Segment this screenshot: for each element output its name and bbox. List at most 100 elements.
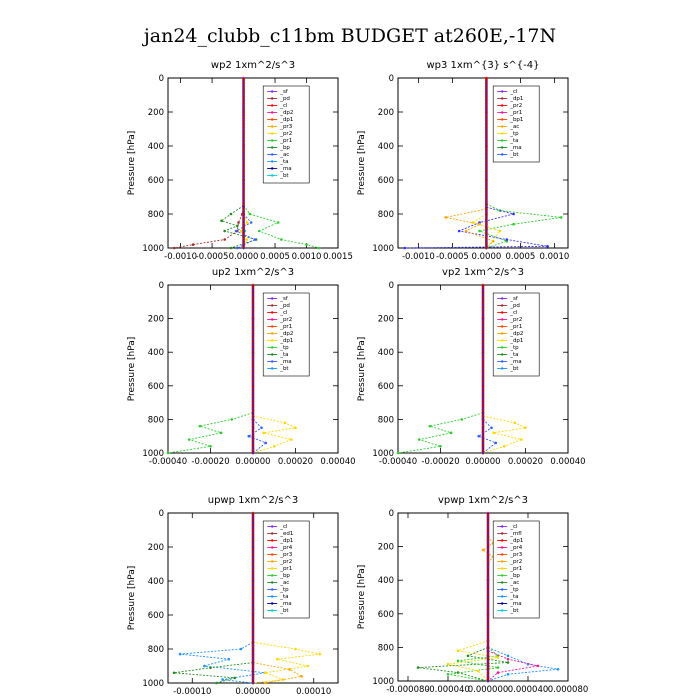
y-tick-label: 400: [148, 142, 164, 152]
profile-point: [486, 652, 490, 656]
profile-point: [251, 438, 255, 441]
profile-point: [251, 310, 255, 314]
data-point: [546, 245, 549, 248]
legend-marker: [271, 90, 274, 93]
profile-point: [242, 158, 245, 161]
profile-point: [251, 518, 255, 521]
data-point: [235, 246, 239, 250]
profile-point: [485, 240, 488, 243]
legend-marker: [501, 581, 504, 584]
legend-marker: [501, 104, 504, 107]
legend-label: _ma: [509, 359, 521, 365]
profile-point: [485, 134, 488, 137]
y-tick-label: 1000: [142, 244, 164, 254]
legend-label: _pd: [279, 96, 290, 102]
data-point: [556, 667, 560, 671]
profile-point: [251, 404, 255, 408]
profile-point: [485, 155, 488, 158]
legend-marker: [271, 560, 274, 563]
data-point: [294, 647, 297, 651]
profile-point: [486, 646, 490, 649]
legend-marker: [271, 581, 274, 584]
legend-label: _ta: [279, 159, 288, 165]
legend-label: _dp1: [279, 338, 293, 344]
profile-point: [251, 441, 255, 445]
profile-point: [251, 384, 255, 387]
legend-marker: [501, 595, 504, 598]
series-line-bp: [417, 646, 509, 682]
profile-point: [486, 663, 490, 666]
legend-label: _pr4: [509, 545, 523, 551]
data-point: [220, 219, 223, 223]
profile-point: [486, 666, 490, 669]
plot-frame: [167, 77, 339, 249]
data-point: [275, 657, 279, 661]
x-tick-label: -0.000040: [426, 685, 470, 695]
profile-point: [485, 202, 488, 205]
profile-point: [481, 314, 485, 317]
profile-point: [242, 202, 245, 205]
profile-point: [242, 223, 245, 226]
profile-point: [486, 602, 490, 605]
profile-point: [486, 585, 490, 589]
y-axis-label: Pressure [hPa]: [127, 566, 137, 631]
legend-marker: [271, 567, 274, 570]
profile-point: [485, 158, 488, 161]
profile-point: [481, 327, 485, 330]
legend-marker: [501, 339, 504, 342]
legend-marker: [501, 332, 504, 335]
legend-label: _tp: [509, 131, 519, 137]
legend-marker: [271, 595, 274, 598]
legend-marker: [271, 546, 274, 549]
legend-marker: [501, 139, 504, 142]
data-point: [318, 652, 322, 656]
legend-label: _ta: [279, 594, 288, 600]
profile-point: [485, 223, 488, 226]
y-tick-label: 0: [159, 281, 164, 291]
profile-point: [251, 445, 255, 448]
data-point: [239, 229, 243, 233]
profile-point: [242, 216, 245, 219]
legend-label: _cl: [509, 524, 518, 530]
profile-point: [485, 226, 488, 229]
data-point: [209, 444, 212, 448]
profile-point: [242, 192, 245, 195]
profile-point: [251, 340, 255, 344]
x-tick-label: 0.00000: [465, 457, 500, 467]
y-tick-label: 200: [378, 543, 394, 553]
profile-point: [251, 387, 255, 391]
profile-point: [481, 307, 485, 310]
profile-point: [486, 639, 490, 642]
profile-point: [485, 93, 488, 97]
profile-point: [481, 445, 485, 448]
legend-label: _ta: [509, 594, 518, 600]
legend-marker: [501, 132, 504, 135]
legend-label: _pd: [279, 303, 290, 309]
profile-point: [486, 518, 490, 521]
legend-label: _ac: [509, 124, 519, 130]
y-tick-label: 600: [148, 611, 164, 621]
profile-point: [251, 418, 255, 421]
legend-label: _pr3: [279, 124, 293, 130]
legend-marker: [501, 560, 504, 563]
profile-point: [251, 528, 255, 532]
panel-6: vpwp 1xm^2/s^3 Pressure [hPa] 0 200 400 600 80…: [357, 495, 588, 695]
profile-point: [486, 679, 490, 683]
profile-point: [242, 240, 245, 243]
profile-point: [486, 565, 490, 568]
data-point: [257, 229, 261, 233]
legend-label: _sf: [279, 296, 289, 302]
data-point: [245, 238, 249, 241]
legend-label: _pr2: [279, 317, 292, 323]
profile-point: [481, 367, 485, 371]
profile-point: [481, 371, 485, 374]
legend-marker: [501, 609, 504, 612]
legend-marker: [501, 311, 504, 314]
profile-point: [251, 681, 255, 685]
x-tick-label: 0.00020: [278, 457, 313, 467]
profile-point: [251, 627, 255, 630]
profile-point: [251, 600, 255, 603]
profile-point: [485, 178, 488, 182]
panels: wp2 1xm^2/s^3 Pressure [hPa] 0 200 400 600 800…: [127, 60, 588, 697]
data-point: [248, 212, 252, 216]
